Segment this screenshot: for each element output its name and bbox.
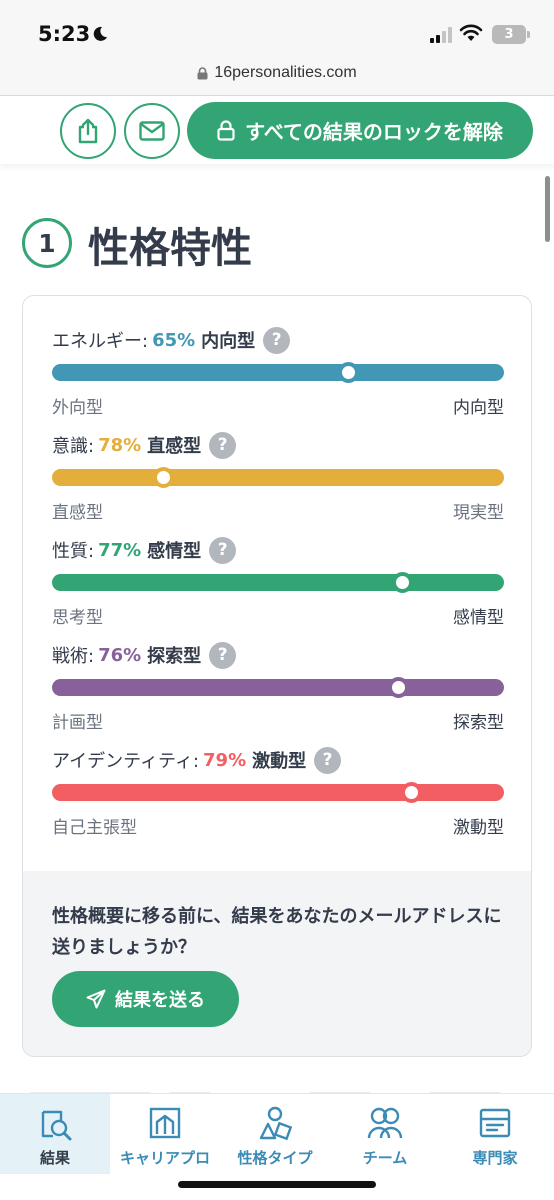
trait-bar — [52, 364, 504, 381]
unlock-all-results-button[interactable]: すべての結果のロックを解除 — [187, 102, 533, 159]
nav-item-expert[interactable]: 専門家 — [440, 1094, 550, 1174]
email-button[interactable] — [124, 103, 180, 159]
trait-percent: 78% — [98, 434, 142, 456]
nav-label-expert: 専門家 — [472, 1149, 518, 1167]
status-bar: 5:23 3 — [0, 0, 554, 60]
cellular-signal-icon — [430, 27, 452, 43]
trait-bar — [52, 784, 504, 801]
padlock-icon — [217, 120, 235, 141]
trait-category: 意識: — [52, 436, 95, 457]
trait-percent: 77% — [98, 539, 142, 561]
lock-icon — [197, 66, 208, 79]
trait-percent: 79% — [203, 749, 247, 771]
trait-percent: 76% — [98, 644, 142, 666]
send-results-label: 結果を送る — [115, 990, 205, 1011]
status-time: 5:23 — [38, 22, 91, 46]
trait-category: エネルギー: — [52, 331, 149, 352]
trait-marker — [338, 362, 360, 383]
action-row: すべての結果のロックを解除 — [0, 96, 554, 164]
trait-bar — [52, 679, 504, 696]
section-number-badge: 1 — [22, 218, 72, 268]
battery-tip — [527, 31, 530, 38]
trait-right-pole: 内向型 — [453, 398, 504, 418]
share-icon — [78, 118, 98, 144]
trait-right-pole: 探索型 — [453, 713, 504, 733]
trait-row: 意識: 78% 直感型? 直感型 現実型 — [52, 430, 504, 525]
trait-type: 探索型 — [147, 646, 202, 667]
moon-icon — [93, 26, 107, 41]
unlock-label: すべての結果のロックを解除 — [245, 120, 503, 144]
browser-url-bar[interactable]: 16personalities.com — [0, 60, 554, 96]
trait-type: 直感型 — [147, 436, 202, 457]
trait-percent: 65% — [152, 329, 196, 351]
magnifier-doc-icon — [41, 1110, 72, 1141]
trait-label: アイデンティティ: 79% 激動型? — [52, 745, 342, 775]
trait-marker — [401, 782, 423, 803]
trait-right-pole: 現実型 — [453, 503, 504, 523]
trait-row: アイデンティティ: 79% 激動型? 自己主張型 激動型 — [52, 745, 504, 840]
email-results-panel: 性格概要に移る前に、結果をあなたのメールアドレスに送りましょうか？ 結果を送る — [23, 871, 531, 1056]
trait-category: 戦術: — [52, 646, 95, 667]
wifi-icon — [459, 24, 483, 41]
paper-plane-icon — [86, 989, 106, 1009]
help-icon[interactable]: ? — [209, 536, 237, 564]
home-indicator[interactable] — [178, 1181, 376, 1188]
help-icon[interactable]: ? — [263, 326, 291, 354]
battery-indicator: 3 — [492, 25, 526, 44]
trait-left-pole: 直感型 — [52, 503, 103, 523]
trait-row: 戦術: 76% 探索型? 計画型 探索型 — [52, 640, 504, 735]
trait-category: アイデンティティ: — [52, 751, 200, 772]
trait-row: エネルギー: 65% 内向型? 外向型 内向型 — [52, 325, 504, 420]
trait-right-pole: 感情型 — [453, 608, 504, 628]
nav-label-personality-types: 性格タイプ — [237, 1149, 313, 1167]
trait-type: 感情型 — [147, 541, 202, 562]
help-icon[interactable]: ? — [314, 746, 342, 774]
email-prompt-text: 性格概要に移る前に、結果をあなたのメールアドレスに送りましょうか？ — [52, 906, 502, 958]
nav-item-career[interactable]: キャリアプロ — [110, 1094, 220, 1174]
trait-marker — [392, 572, 414, 593]
trait-marker — [387, 677, 409, 698]
trait-left-pole: 自己主張型 — [52, 818, 137, 838]
envelope-icon — [139, 121, 165, 141]
trait-type: 内向型 — [201, 331, 256, 352]
trait-left-pole: 計画型 — [52, 713, 103, 733]
send-results-button[interactable]: 結果を送る — [52, 971, 239, 1027]
nav-item-personality-types[interactable]: 性格タイプ — [220, 1094, 330, 1174]
trait-bar — [52, 574, 504, 591]
section-title: 性格特性 — [88, 224, 252, 272]
nav-item-team[interactable]: チーム — [330, 1094, 440, 1174]
nav-label-results: 結果 — [39, 1149, 70, 1167]
career-icon — [149, 1107, 181, 1139]
page-scrollbar[interactable] — [545, 176, 550, 242]
trait-label: 戦術: 76% 探索型? — [52, 640, 237, 670]
trait-type: 激動型 — [252, 751, 307, 772]
trait-marker — [152, 467, 174, 488]
share-button[interactable] — [60, 103, 116, 159]
trait-row: 性質: 77% 感情型? 思考型 感情型 — [52, 535, 504, 630]
trait-bar — [52, 469, 504, 486]
nav-item-results[interactable]: 結果 — [0, 1094, 110, 1174]
trait-right-pole: 激動型 — [453, 818, 504, 838]
team-icon — [367, 1107, 403, 1139]
trait-category: 性質: — [52, 541, 95, 562]
trait-label: エネルギー: 65% 内向型? — [52, 325, 291, 355]
personality-traits-card: エネルギー: 65% 内向型? 外向型 内向型 意識: 78% 直感型? 直感型 現実型 性質: 77… — [22, 295, 532, 1057]
help-icon[interactable]: ? — [209, 641, 237, 669]
nav-label-career: キャリアプロ — [119, 1149, 210, 1167]
expert-icon — [479, 1108, 511, 1138]
nav-label-team: チーム — [362, 1149, 408, 1167]
help-icon[interactable]: ? — [209, 431, 237, 459]
trait-left-pole: 外向型 — [52, 398, 103, 418]
trait-left-pole: 思考型 — [52, 608, 103, 628]
trait-label: 性質: 77% 感情型? — [52, 535, 237, 565]
trait-label: 意識: 78% 直感型? — [52, 430, 237, 460]
url-text: 16personalities.com — [214, 64, 357, 81]
shapes-icon — [259, 1106, 293, 1141]
